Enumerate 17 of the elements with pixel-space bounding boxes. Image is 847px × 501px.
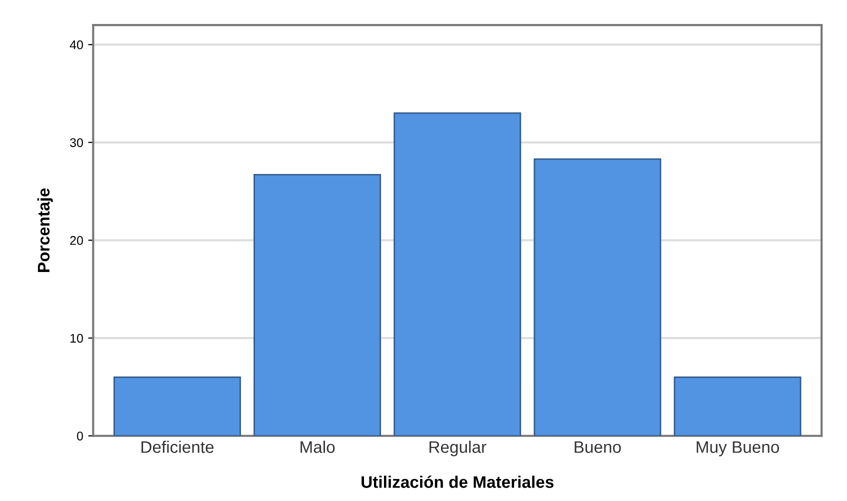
x-tick-label: Bueno: [574, 441, 621, 453]
bar: [394, 112, 522, 436]
y-tick-label: 10: [70, 334, 83, 343]
y-tick-label: 30: [70, 138, 83, 148]
x-tick-label: Muy Bueno: [696, 441, 779, 456]
x-tick-label: Regular: [430, 440, 486, 456]
x-tick-label: Malo: [300, 440, 335, 453]
x-axis-title: Utilización de Materiales: [362, 476, 554, 488]
bar: [113, 376, 241, 436]
y-tick-label: 20: [70, 236, 83, 245]
y-tick-label: 0: [76, 432, 83, 441]
y-axis-title: Porcentaje: [37, 188, 53, 272]
bar: [254, 174, 382, 436]
bar: [534, 158, 662, 436]
y-tick-label: 40: [70, 40, 83, 50]
bar: [674, 376, 802, 436]
x-tick-label: Deficiente: [142, 440, 214, 453]
